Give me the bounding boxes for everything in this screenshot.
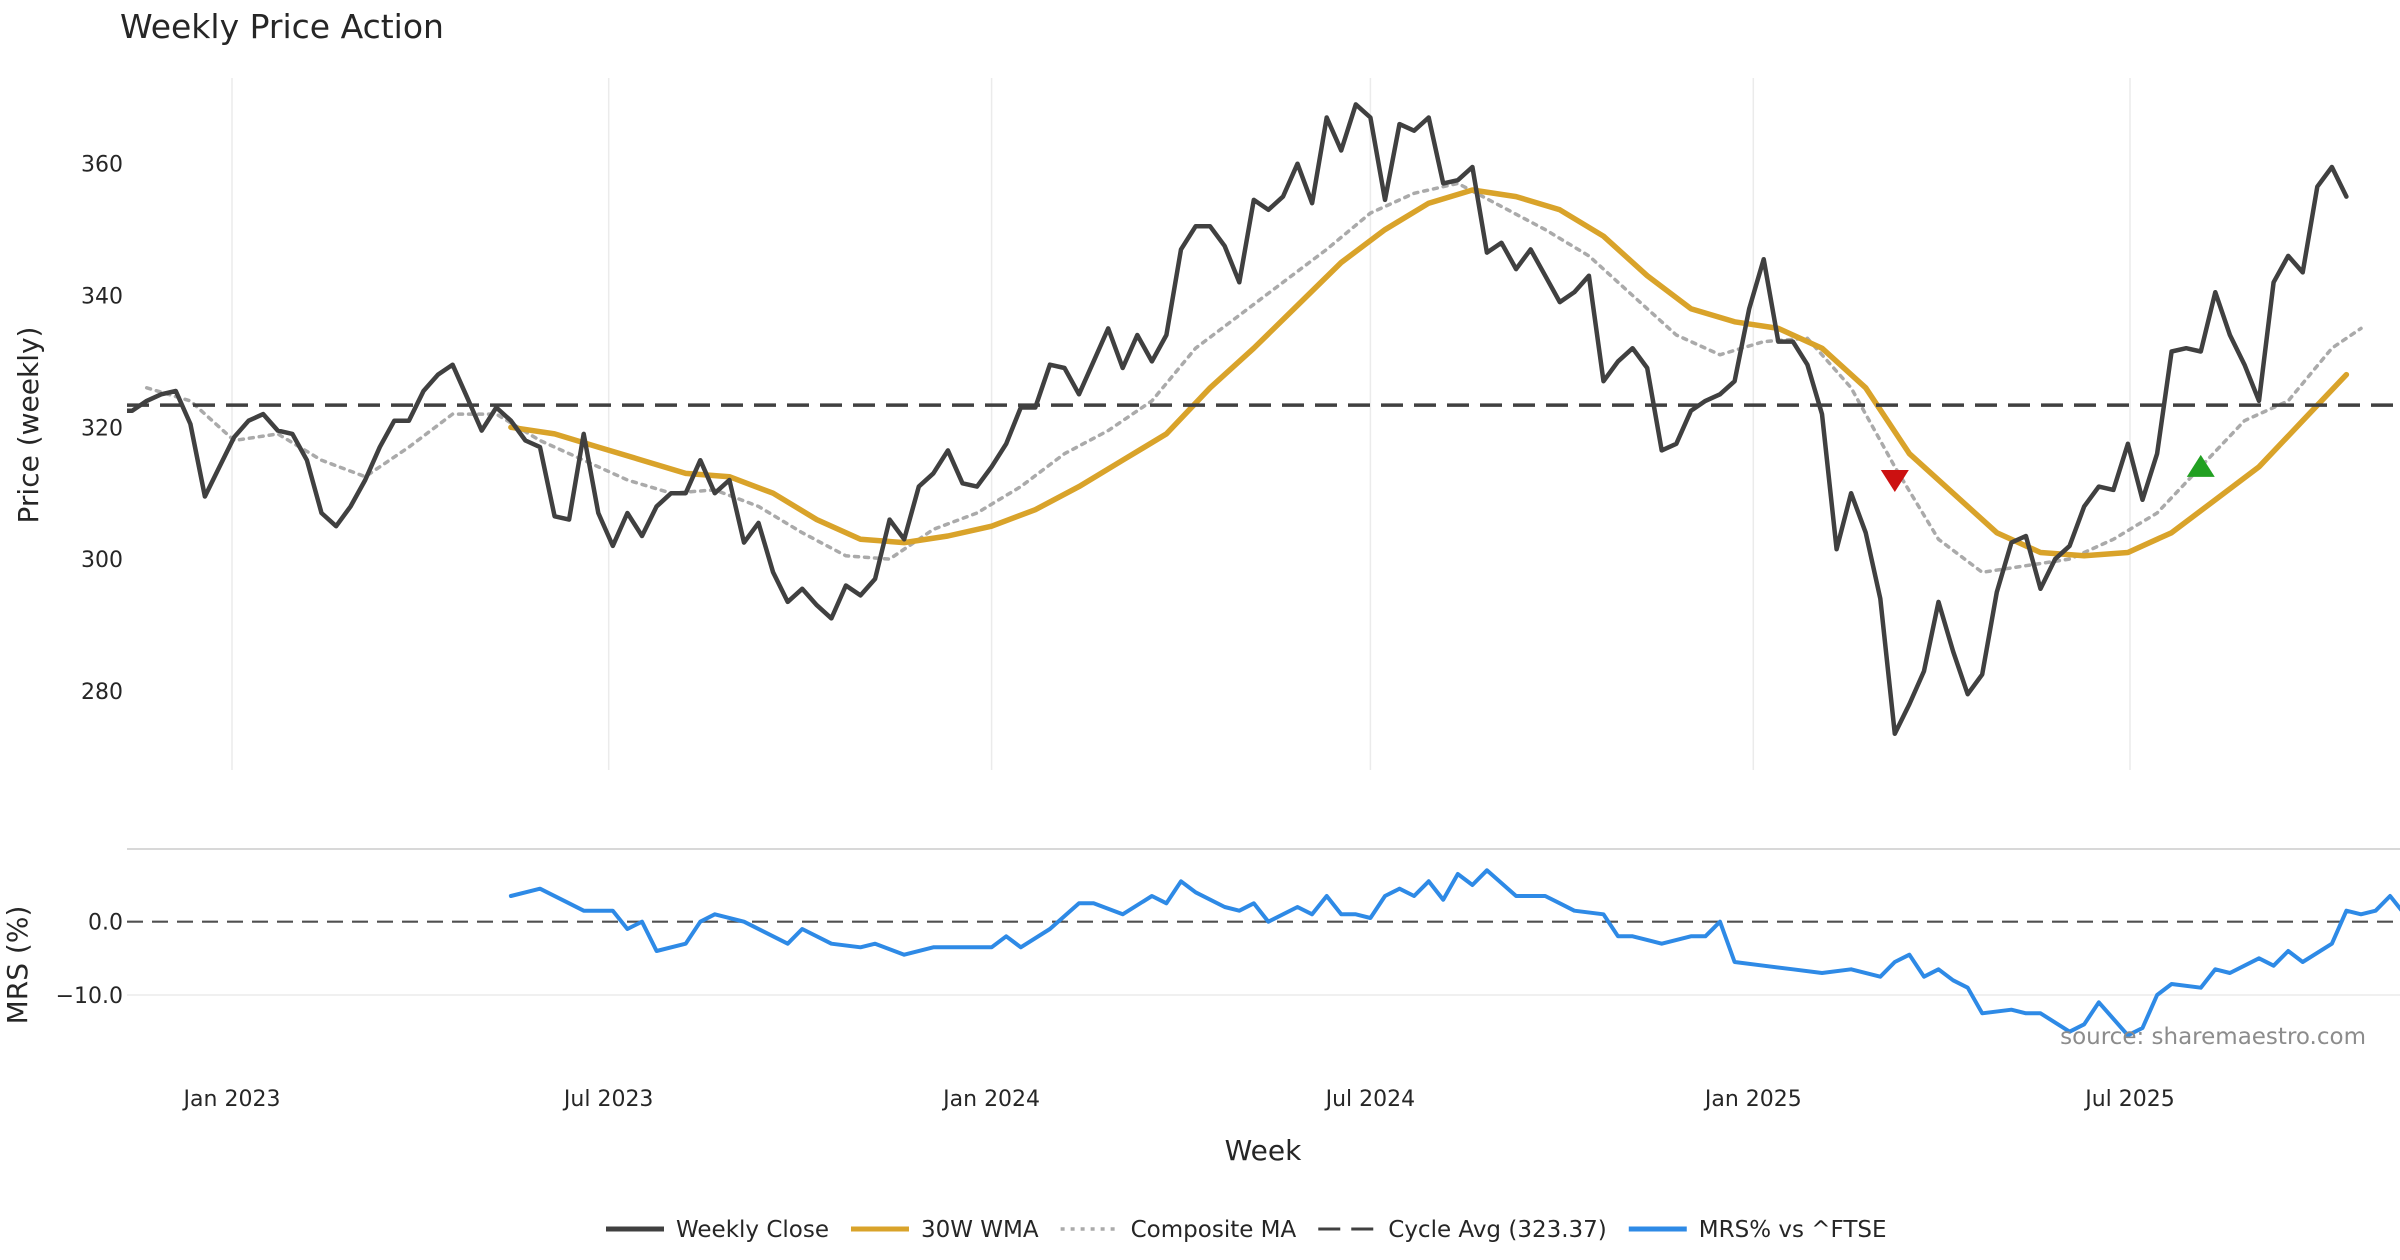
chart-title: Weekly Price Action bbox=[120, 7, 444, 46]
x-tick-label: Jul 2023 bbox=[562, 1087, 654, 1112]
sell-signal-marker bbox=[1880, 470, 1909, 493]
x-tick-label: Jan 2025 bbox=[1703, 1087, 1802, 1112]
price-y-tick-label: 340 bbox=[81, 284, 123, 309]
series-line-mrs bbox=[508, 868, 2400, 1038]
mrs-y-axis-label: MRS (%) bbox=[1, 906, 34, 1025]
x-tick-label: Jul 2024 bbox=[1324, 1087, 1416, 1112]
buy-signal-marker bbox=[2186, 454, 2215, 477]
legend-item: 30W WMA bbox=[850, 1217, 1039, 1243]
price-y-tick-label: 300 bbox=[81, 548, 123, 573]
series-line-30w-wma bbox=[508, 187, 2350, 559]
legend-item: MRS% vs ^FTSE bbox=[1628, 1217, 1887, 1243]
price-y-tick-label: 320 bbox=[81, 416, 123, 441]
legend-item: Composite MA bbox=[1060, 1217, 1297, 1243]
x-axis-label: Week bbox=[1225, 1134, 1302, 1167]
mrs-y-tick-label: −10.0 bbox=[56, 984, 123, 1009]
price-y-ticks: 280 300 320 340 360 bbox=[81, 153, 123, 705]
legend-label: Weekly Close bbox=[676, 1217, 829, 1243]
series-line-weekly-close bbox=[127, 102, 2349, 737]
signal-markers bbox=[1880, 454, 2215, 493]
price-series-group bbox=[127, 102, 2363, 737]
x-axis-ticks: Jan 2023 Jul 2023 Jan 2024 Jul 2024 Jan 2025… bbox=[182, 1087, 2175, 1112]
legend-label: 30W WMA bbox=[921, 1217, 1039, 1243]
x-tick-label: Jul 2025 bbox=[2083, 1087, 2175, 1112]
legend-item: Cycle Avg (323.37) bbox=[1318, 1217, 1607, 1243]
legend-label: Composite MA bbox=[1131, 1217, 1297, 1243]
series-line-composite-ma bbox=[144, 181, 2363, 575]
legend: Weekly Close 30W WMA Composite MA Cycle Avg… bbox=[606, 1217, 1887, 1243]
mrs-y-tick-label: 0.0 bbox=[88, 911, 123, 936]
price-y-tick-label: 280 bbox=[81, 680, 123, 705]
price-gridlines bbox=[231, 78, 2131, 770]
legend-item: Weekly Close bbox=[606, 1217, 829, 1243]
x-tick-label: Jan 2024 bbox=[941, 1087, 1040, 1112]
price-y-tick-label: 360 bbox=[81, 153, 123, 178]
mrs-y-ticks: 0.0 −10.0 bbox=[56, 911, 123, 1009]
legend-label: Cycle Avg (323.37) bbox=[1388, 1217, 1607, 1243]
legend-label: MRS% vs ^FTSE bbox=[1699, 1217, 1887, 1243]
x-tick-label: Jan 2023 bbox=[182, 1087, 281, 1112]
source-note: source: sharemaestro.com bbox=[2060, 1024, 2366, 1050]
price-y-axis-label: Price (weekly) bbox=[12, 327, 45, 524]
